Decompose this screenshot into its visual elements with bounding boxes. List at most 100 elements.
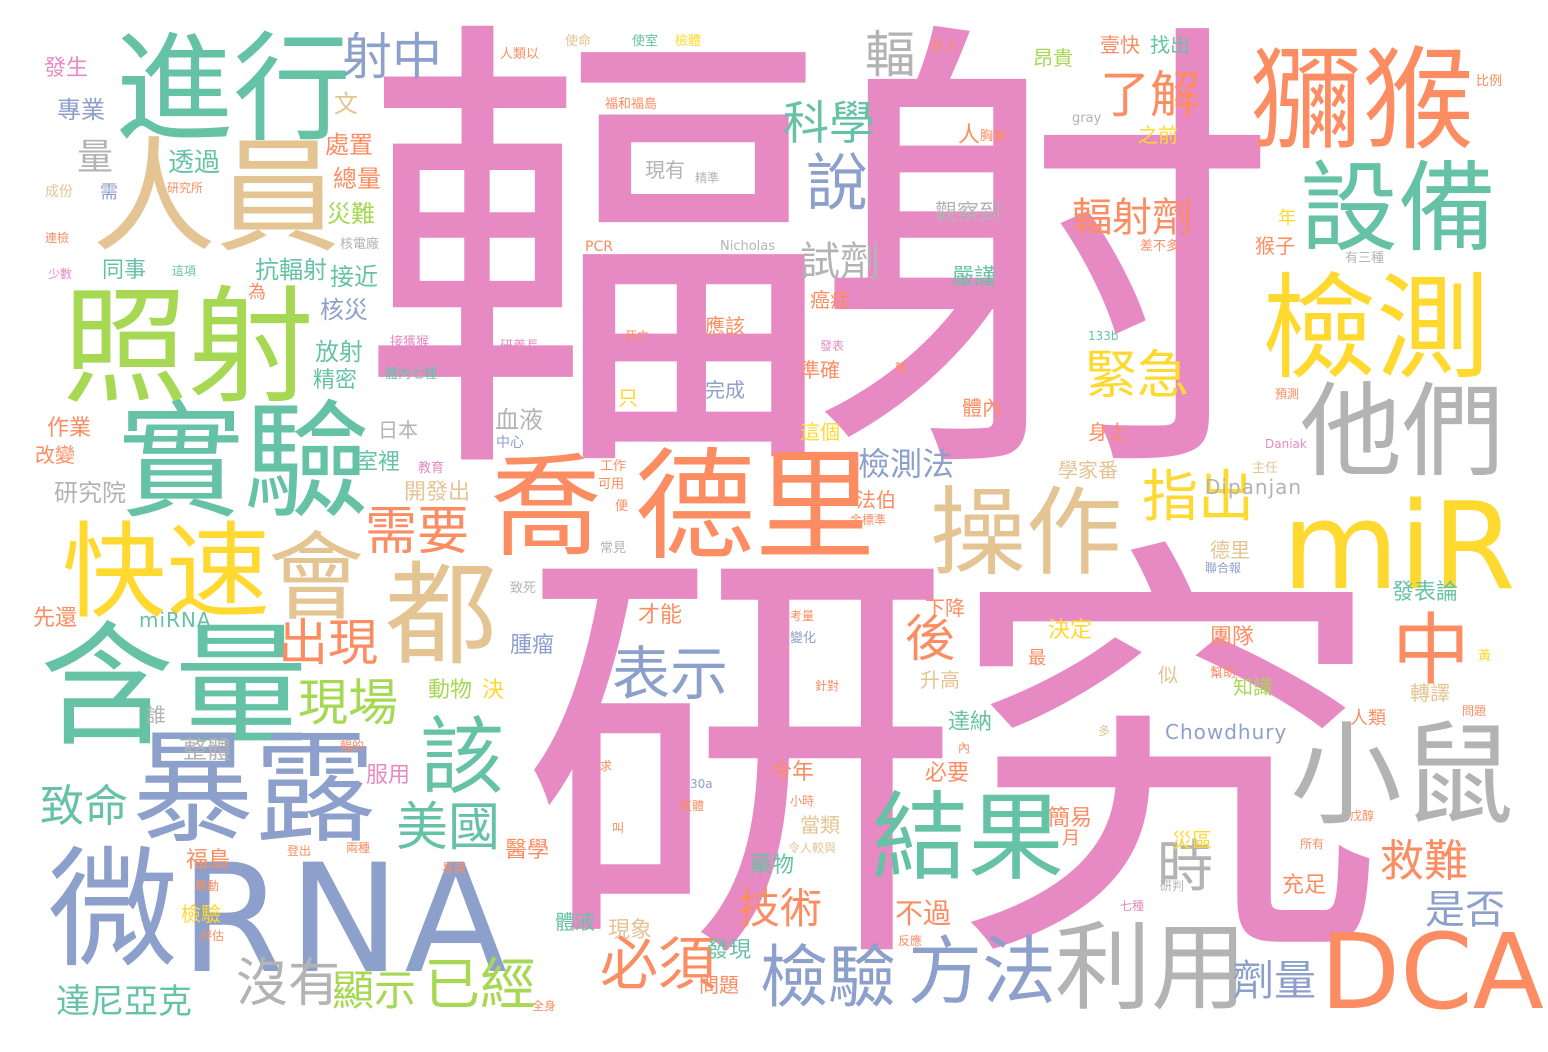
word-xianyou: 現有 (645, 158, 685, 182)
word-zaiqu: 災區 (1172, 828, 1212, 852)
word-yanjiu: 研究 (520, 506, 1386, 1018)
word-fangshe: 放射 (315, 338, 363, 366)
word-riben: 日本 (378, 418, 418, 442)
word-gaibian: 改變 (35, 443, 75, 467)
word-deli: 德里 (635, 438, 875, 577)
word-133b: 133b (1088, 329, 1119, 343)
word-xu: 需 (100, 182, 118, 203)
word-xiaoshu: 小鼠 (1290, 711, 1514, 841)
word-zhong: 中 (1392, 606, 1471, 696)
word-jinbiaozhun: 金標準 (850, 513, 887, 527)
word-fushe: 輻射 (360, 0, 1280, 532)
word-aizheng: 癌症 (810, 288, 850, 312)
word-zainan: 災難 (327, 200, 375, 228)
word-shifou: 是否 (1425, 887, 1505, 933)
word-feiren: 非人 (930, 39, 958, 55)
word-jian: 簡 (895, 361, 908, 375)
word-gongzuo: 工作 (600, 459, 627, 474)
word-dengchu: 登出 (287, 844, 312, 858)
word-shiyan: 實驗 (118, 389, 370, 536)
word-xianhuan: 先還 (33, 606, 78, 631)
word-zhuanyi: 轉譯 (1410, 681, 1450, 705)
word-yanjiuyuan: 研究院 (54, 479, 126, 507)
word-yinggai: 應該 (705, 314, 745, 338)
word-qiao: 喬 (490, 443, 602, 573)
word-zhaochu: 找出 (1150, 33, 1190, 57)
word-danglei: 當類 (800, 813, 840, 837)
word-zongliang: 總量 (333, 165, 381, 193)
word-jinji: 緊急 (1085, 346, 1190, 406)
word-meiyou: 沒有 (236, 954, 341, 1014)
word-yixue: 醫學 (505, 838, 550, 863)
word-wenti2: 問題 (1462, 704, 1487, 718)
word-chongzu: 充足 (1282, 873, 1327, 898)
word-shezhong: 射中 (342, 28, 442, 86)
word-changjian: 常見 (600, 541, 627, 556)
word-jingmi: 精密 (313, 368, 358, 393)
word-jianti: 檢體 (675, 34, 702, 49)
word-siwang: 死亡 (625, 329, 650, 343)
word-kexue: 科學 (783, 96, 875, 150)
word-shui: 誰 (146, 703, 166, 727)
word-zhi: 只 (618, 386, 638, 410)
word-shili: 室裡 (356, 450, 401, 475)
word-houzi: 猴子 (1255, 234, 1295, 258)
word-fushe-ji: 輻射劑 (1072, 195, 1192, 241)
word-qizhong: 七種 (1120, 899, 1145, 913)
word-hezai: 核災 (320, 296, 368, 324)
word-zhongliu: 腫瘤 (510, 633, 555, 658)
word-anggui: 昂貴 (1033, 46, 1073, 70)
word-jishu: 技術 (738, 884, 823, 933)
word-yanjiusuo: 研究所 (167, 181, 204, 195)
word-zui: 最 (1028, 648, 1046, 669)
word-shenggao: 升高 (920, 668, 960, 692)
word-jianyi: 簡易 (1048, 806, 1093, 831)
word-zhunque: 準確 (800, 358, 840, 382)
word-bili: 比例 (1476, 74, 1503, 89)
word-liyong: 利用 (1055, 912, 1247, 1024)
word-tamen: 他們 (1300, 373, 1504, 492)
word-fude: 輻的 (340, 739, 365, 753)
word-fuhefudao: 福和福島 (605, 97, 658, 112)
word-faxian: 發現 (707, 938, 752, 963)
word-huang: 黃 (1478, 649, 1492, 664)
word-biyao: 必要 (925, 761, 970, 786)
word-shi: 時 (1157, 835, 1213, 900)
word-lingren: 令人較與 (788, 841, 837, 855)
word-yikuai: 壹快 (1100, 33, 1140, 57)
word-jueding: 決定 (1048, 618, 1093, 643)
word-wei2: 為 (248, 282, 266, 303)
word-hanliang: 含量 (40, 609, 309, 765)
word-rna: RNA (180, 833, 512, 1007)
word-jinxing: 進行 (115, 20, 352, 158)
word-pcr: PCR (585, 239, 613, 255)
word-xianxiang: 現象 (608, 918, 653, 943)
word-jianyan2: 檢驗 (181, 902, 221, 926)
word-dana: 達納 (948, 710, 993, 735)
word-fabo: 法伯 (856, 488, 896, 512)
word-fuyong: 服用 (366, 763, 411, 788)
word-qiu: 求 (600, 759, 613, 773)
word-lianhebao: 聯合報 (1205, 561, 1242, 575)
word-yidu: 易度 (442, 861, 467, 875)
word-dca: DCA (1320, 911, 1544, 1033)
word-biaoshi: 表示 (612, 640, 729, 708)
word-xiaoshi: 小時 (790, 794, 815, 808)
word-fudao: 福島 (186, 848, 231, 873)
word-daniyake: 達尼亞克 (56, 982, 192, 1022)
word-deli-small: 德里 (1210, 538, 1250, 562)
word-fabiaolun: 發表論 (1392, 580, 1459, 605)
word-zhishi: 知識 (1233, 675, 1273, 699)
word-jiehuohou: 接獲猴 (390, 335, 430, 350)
word-zhuren: 主任 (1252, 461, 1279, 476)
word-kaifachu: 開發出 (404, 480, 471, 505)
word-shuo: 說 (795, 150, 868, 209)
word-chowdhury: Chowdhury (1165, 720, 1288, 744)
word-mihou: 獼猴 (1250, 36, 1474, 166)
word-zhichu: 指出 (1142, 465, 1254, 530)
word-zhege: 這個 (800, 420, 840, 444)
word-wancheng: 完成 (705, 378, 745, 402)
word-hou: 後 (905, 610, 955, 668)
word-renleiyi: 人類以 (500, 47, 540, 62)
word-liangzhong: 兩種 (346, 841, 371, 855)
